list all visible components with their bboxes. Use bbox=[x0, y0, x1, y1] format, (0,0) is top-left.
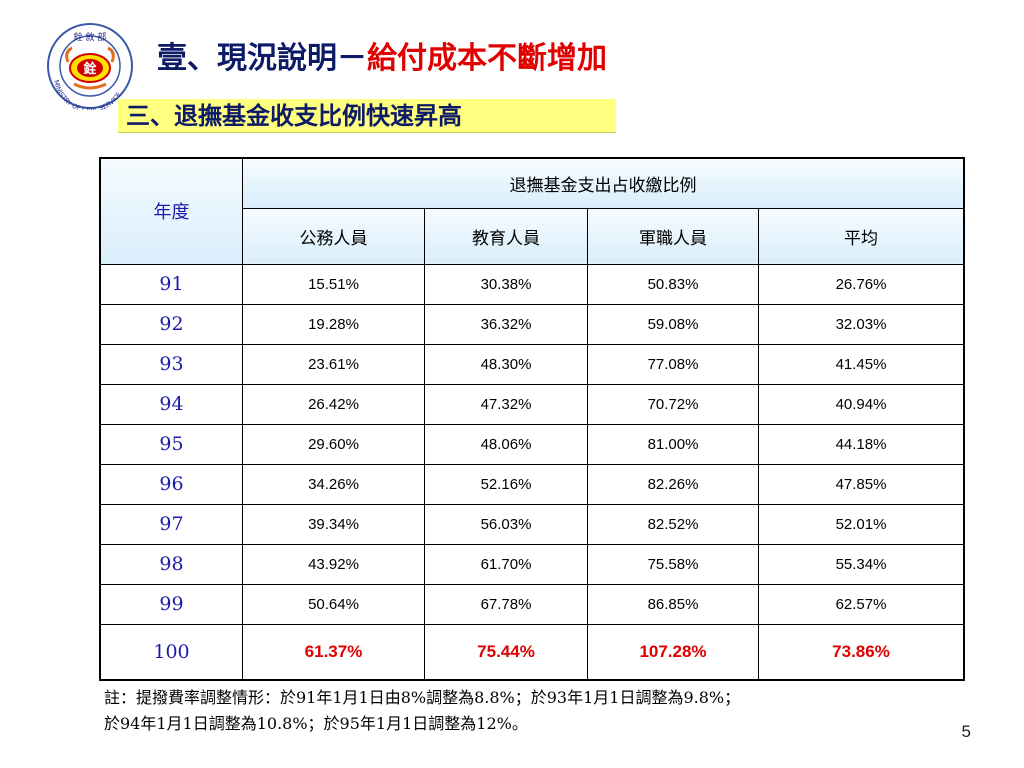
year-cell: 97 bbox=[99, 503, 243, 545]
value-cell: 23.61% bbox=[242, 343, 425, 385]
value-cell: 75.44% bbox=[424, 623, 588, 681]
table-row-highlight: 100 61.37% 75.44% 107.28% 73.86% bbox=[99, 623, 965, 681]
value-cell: 50.83% bbox=[587, 263, 759, 305]
page-title-part2: 給付成本不斷增加 bbox=[367, 41, 607, 76]
year-cell: 95 bbox=[99, 423, 243, 465]
value-cell: 41.45% bbox=[758, 343, 965, 385]
value-cell: 55.34% bbox=[758, 543, 965, 585]
value-cell: 86.85% bbox=[587, 583, 759, 625]
value-cell: 59.08% bbox=[587, 303, 759, 345]
value-cell: 48.06% bbox=[424, 423, 588, 465]
page-title: 壹、現況說明－給付成本不斷增加 bbox=[157, 44, 607, 74]
column-header-military: 軍職人員 bbox=[587, 207, 759, 265]
value-cell: 82.52% bbox=[587, 503, 759, 545]
value-cell: 73.86% bbox=[758, 623, 965, 681]
table-row: 97 39.34% 56.03% 82.52% 52.01% bbox=[99, 503, 965, 545]
group-column-header: 退撫基金支出占收繳比例 bbox=[242, 157, 965, 209]
value-cell: 107.28% bbox=[587, 623, 759, 681]
value-cell: 44.18% bbox=[758, 423, 965, 465]
table-row: 95 29.60% 48.06% 81.00% 44.18% bbox=[99, 423, 965, 465]
section-subtitle: 三、退撫基金收支比例快速昇高 bbox=[118, 99, 616, 133]
year-cell: 99 bbox=[99, 583, 243, 625]
value-cell: 29.60% bbox=[242, 423, 425, 465]
value-cell: 32.03% bbox=[758, 303, 965, 345]
value-cell: 81.00% bbox=[587, 423, 759, 465]
value-cell: 62.57% bbox=[758, 583, 965, 625]
year-cell: 96 bbox=[99, 463, 243, 505]
table-subheader-row: 公務人員 教育人員 軍職人員 平均 bbox=[100, 207, 965, 265]
value-cell: 61.70% bbox=[424, 543, 588, 585]
table-header-row: 年度 退撫基金支出占收繳比例 bbox=[99, 157, 965, 265]
value-cell: 52.16% bbox=[424, 463, 588, 505]
year-cell: 93 bbox=[99, 343, 243, 385]
value-cell: 61.37% bbox=[242, 623, 425, 681]
value-cell: 26.76% bbox=[758, 263, 965, 305]
value-cell: 39.34% bbox=[242, 503, 425, 545]
value-cell: 36.32% bbox=[424, 303, 588, 345]
value-cell: 40.94% bbox=[758, 383, 965, 425]
value-cell: 50.64% bbox=[242, 583, 425, 625]
table-row: 96 34.26% 52.16% 82.26% 47.85% bbox=[99, 463, 965, 505]
fund-ratio-table: 年度 退撫基金支出占收繳比例 公務人員 教育人員 軍職人員 平均 91 15.5… bbox=[99, 157, 965, 681]
value-cell: 77.08% bbox=[587, 343, 759, 385]
footnote: 註：提撥費率調整情形：於91年1月1日由8%調整為8.8%；於93年1月1日調整… bbox=[104, 685, 974, 737]
page-title-part1: 壹、現況說明－ bbox=[157, 41, 367, 76]
value-cell: 47.85% bbox=[758, 463, 965, 505]
value-cell: 82.26% bbox=[587, 463, 759, 505]
value-cell: 52.01% bbox=[758, 503, 965, 545]
value-cell: 19.28% bbox=[242, 303, 425, 345]
year-cell: 92 bbox=[99, 303, 243, 345]
table-row: 91 15.51% 30.38% 50.83% 26.76% bbox=[99, 263, 965, 305]
logo-top-text: 銓 敘 部 bbox=[74, 31, 107, 43]
logo-center-text: 銓 bbox=[83, 61, 96, 77]
table-row: 98 43.92% 61.70% 75.58% 55.34% bbox=[99, 543, 965, 585]
value-cell: 47.32% bbox=[424, 383, 588, 425]
year-column-header: 年度 bbox=[99, 157, 243, 265]
page-number: 5 bbox=[961, 722, 971, 741]
year-cell: 100 bbox=[99, 623, 243, 681]
value-cell: 34.26% bbox=[242, 463, 425, 505]
year-cell: 94 bbox=[99, 383, 243, 425]
value-cell: 30.38% bbox=[424, 263, 588, 305]
value-cell: 70.72% bbox=[587, 383, 759, 425]
year-cell: 98 bbox=[99, 543, 243, 585]
value-cell: 43.92% bbox=[242, 543, 425, 585]
value-cell: 67.78% bbox=[424, 583, 588, 625]
footnote-line-1: 註：提撥費率調整情形：於91年1月1日由8%調整為8.8%；於93年1月1日調整… bbox=[104, 688, 741, 707]
value-cell: 15.51% bbox=[242, 263, 425, 305]
ministry-logo: 銓 敘 部 銓 MINISTRY OF CIVIL SERVICE bbox=[34, 18, 144, 114]
table-row: 92 19.28% 36.32% 59.08% 32.03% bbox=[99, 303, 965, 345]
column-header-educators: 教育人員 bbox=[424, 207, 588, 265]
value-cell: 48.30% bbox=[424, 343, 588, 385]
column-header-average: 平均 bbox=[758, 207, 965, 265]
table-row: 93 23.61% 48.30% 77.08% 41.45% bbox=[99, 343, 965, 385]
value-cell: 75.58% bbox=[587, 543, 759, 585]
table-row: 99 50.64% 67.78% 86.85% 62.57% bbox=[99, 583, 965, 625]
column-header-civil-servants: 公務人員 bbox=[242, 207, 425, 265]
value-cell: 56.03% bbox=[424, 503, 588, 545]
footnote-line-2: 於94年1月1日調整為10.8%；於95年1月1日調整為12%。 bbox=[104, 714, 528, 733]
year-cell: 91 bbox=[99, 263, 243, 305]
value-cell: 26.42% bbox=[242, 383, 425, 425]
table-row: 94 26.42% 47.32% 70.72% 40.94% bbox=[99, 383, 965, 425]
